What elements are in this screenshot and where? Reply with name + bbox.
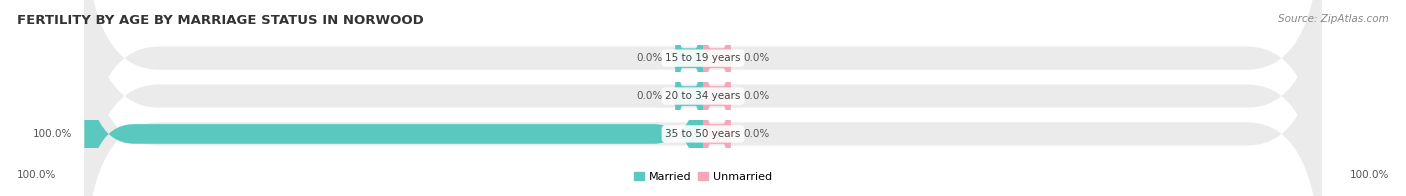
Legend: Married, Unmarried: Married, Unmarried (630, 168, 776, 187)
FancyBboxPatch shape (672, 38, 706, 154)
Text: 100.0%: 100.0% (32, 129, 72, 139)
Text: 35 to 50 years: 35 to 50 years (665, 129, 741, 139)
FancyBboxPatch shape (84, 0, 1322, 196)
Text: 0.0%: 0.0% (744, 91, 769, 101)
Text: 20 to 34 years: 20 to 34 years (665, 91, 741, 101)
FancyBboxPatch shape (672, 0, 706, 117)
FancyBboxPatch shape (700, 38, 734, 154)
Text: 100.0%: 100.0% (17, 170, 56, 180)
FancyBboxPatch shape (84, 35, 703, 196)
FancyBboxPatch shape (84, 0, 1322, 196)
FancyBboxPatch shape (84, 0, 1322, 196)
Text: 0.0%: 0.0% (744, 53, 769, 63)
Text: 100.0%: 100.0% (1350, 170, 1389, 180)
Text: Source: ZipAtlas.com: Source: ZipAtlas.com (1278, 14, 1389, 24)
FancyBboxPatch shape (700, 75, 734, 192)
Text: 0.0%: 0.0% (637, 91, 662, 101)
Text: 0.0%: 0.0% (744, 129, 769, 139)
Text: 15 to 19 years: 15 to 19 years (665, 53, 741, 63)
Text: FERTILITY BY AGE BY MARRIAGE STATUS IN NORWOOD: FERTILITY BY AGE BY MARRIAGE STATUS IN N… (17, 14, 423, 27)
Text: 0.0%: 0.0% (637, 53, 662, 63)
FancyBboxPatch shape (700, 0, 734, 117)
